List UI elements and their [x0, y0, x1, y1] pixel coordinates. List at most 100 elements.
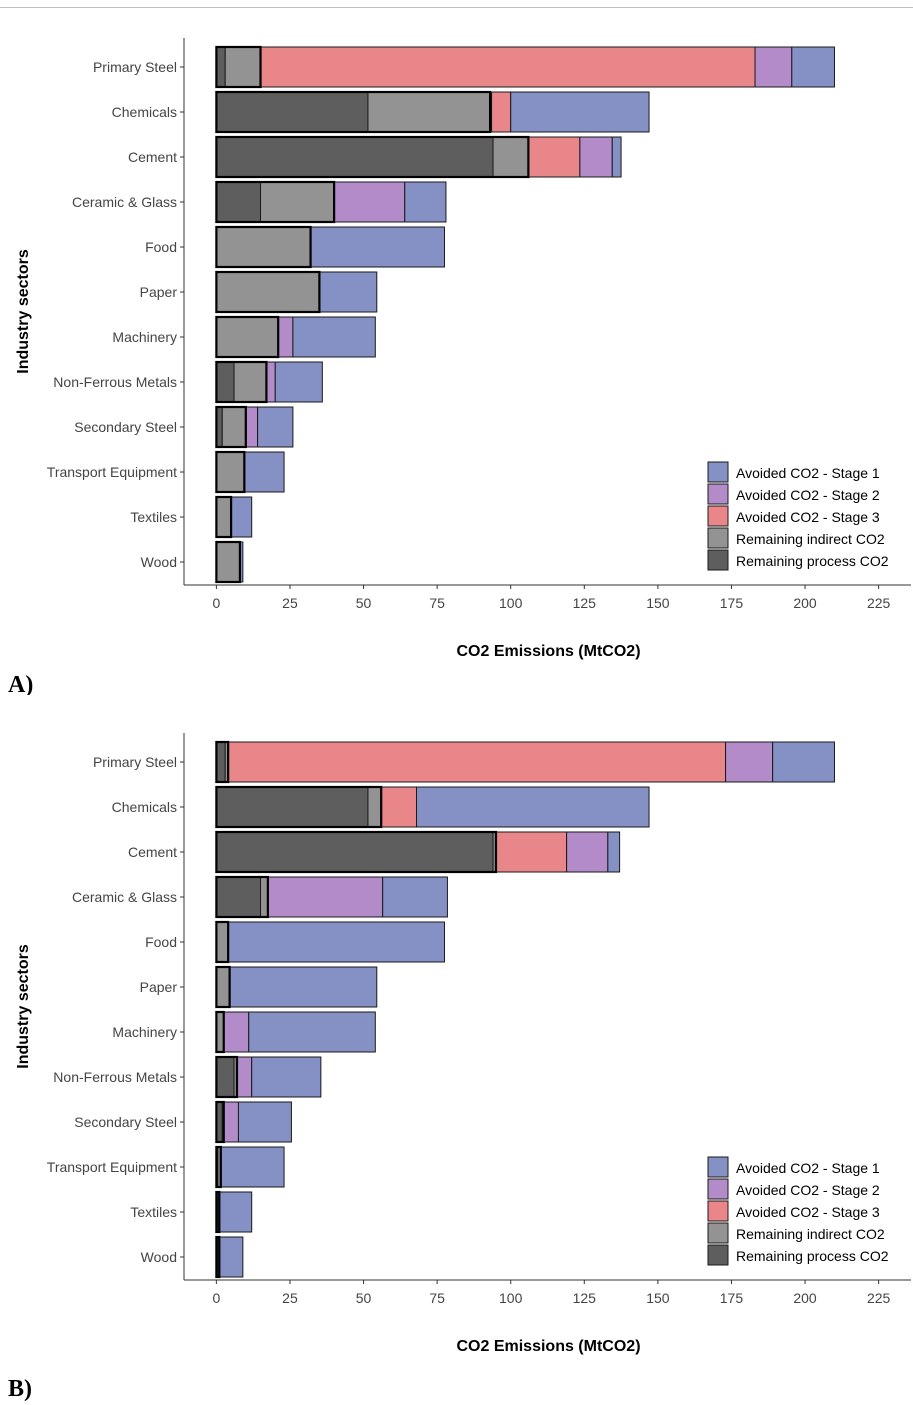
- bar-ceramic-and-glass-remaining-process-co2: [215, 876, 262, 918]
- bar-cement-avoided-co2-stage-1: [611, 136, 622, 178]
- bar-textiles-remaining-indirect-co2: [215, 496, 232, 538]
- bar-secondary-steel-avoided-co2-stage-2: [245, 406, 259, 448]
- bar-ceramic-and-glass-remaining-process-co2: [215, 181, 262, 223]
- bar-outline-secondary-steel: [215, 1100, 225, 1144]
- chart-panel-a: Primary Steel Chemicals Cement Ceramic & Gl…: [8, 38, 911, 695]
- category-label-primary-steel: Primary Steel: [93, 59, 177, 75]
- legend-swatch-avoided-co2-stage-2: [707, 483, 729, 505]
- bar-primary-steel-remaining-process-co2: [215, 741, 226, 783]
- bar-chemicals-avoided-co2-stage-3: [491, 91, 512, 133]
- x-tick-label-200: 200: [793, 1290, 817, 1306]
- x-tick-label-150: 150: [646, 595, 670, 611]
- x-tick-label-225: 225: [867, 595, 891, 611]
- category-label-paper: Paper: [140, 979, 178, 995]
- bar-primary-steel-avoided-co2-stage-3: [227, 741, 727, 783]
- bar-paper-avoided-co2-stage-1: [229, 966, 378, 1008]
- x-tick-labels: 0 25 50 75 100 125 150 175 200 225: [212, 1280, 891, 1306]
- x-tick-label-0: 0: [212, 1290, 220, 1306]
- x-tick-label-25: 25: [282, 595, 298, 611]
- legend-label-remaining-indirect-co2: Remaining indirect CO2: [736, 1226, 885, 1242]
- bar-secondary-steel-remaining-indirect-co2: [221, 406, 247, 448]
- axes-group: [183, 733, 911, 1281]
- bar-outline-primary-steel: [215, 45, 262, 89]
- bar-paper-avoided-co2-stage-1: [318, 271, 378, 313]
- bar-ceramic-and-glass-remaining-indirect-co2: [260, 876, 269, 918]
- legend-swatch-avoided-co2-stage-3: [707, 1200, 729, 1222]
- legend-swatch-avoided-co2-stage-1: [707, 461, 729, 483]
- legend-swatch-remaining-process-co2: [707, 549, 729, 571]
- bar-outline-wood: [215, 1235, 221, 1279]
- bar-primary-steel-remaining-indirect-co2: [224, 46, 262, 88]
- bar-cement-avoided-co2-stage-2: [566, 831, 609, 873]
- bar-machinery-remaining-indirect-co2: [215, 316, 279, 358]
- bar-non-ferrous-metals-remaining-process-co2: [215, 1056, 235, 1098]
- bar-non-ferrous-metals-avoided-co2-stage-1: [251, 1056, 322, 1098]
- category-label-non-ferrous-metals: Non-Ferrous Metals: [53, 1069, 177, 1085]
- x-tick-label-50: 50: [356, 595, 372, 611]
- bar-outline-primary-steel: [215, 740, 230, 784]
- bar-paper-remaining-indirect-co2: [215, 271, 320, 313]
- legend-label-avoided-co2-stage-2: Avoided CO2 - Stage 2: [736, 1182, 880, 1198]
- legend-label-avoided-co2-stage-3: Avoided CO2 - Stage 3: [736, 1204, 880, 1220]
- legend: Avoided CO2 - Stage 1 Avoided CO2 - Stage…: [707, 461, 889, 571]
- x-tick-label-100: 100: [499, 595, 523, 611]
- bar-chemicals-avoided-co2-stage-3: [380, 786, 418, 828]
- bar-paper-remaining-indirect-co2: [215, 966, 231, 1008]
- bar-secondary-steel-avoided-co2-stage-2: [223, 1101, 239, 1143]
- bar-outline-wood: [215, 540, 242, 584]
- bar-outline-non-ferrous-metals: [215, 1055, 239, 1099]
- bar-ceramic-and-glass-avoided-co2-stage-2: [267, 876, 384, 918]
- bar-machinery-remaining-indirect-co2: [215, 1011, 225, 1053]
- bar-food-remaining-indirect-co2: [215, 226, 312, 268]
- bar-food-avoided-co2-stage-1: [310, 226, 445, 268]
- x-axis-title: CO2 Emissions (MtCO2): [456, 643, 640, 660]
- category-label-transport-equipment: Transport Equipment: [47, 464, 177, 480]
- bar-secondary-steel-avoided-co2-stage-1: [237, 1101, 292, 1143]
- category-label-ceramic-and-glass: Ceramic & Glass: [72, 194, 177, 210]
- bar-primary-steel-remaining-process-co2: [215, 46, 226, 88]
- bar-outline-transport-equipment: [215, 450, 246, 494]
- legend-label-remaining-indirect-co2: Remaining indirect CO2: [736, 531, 885, 547]
- bar-outline-chemicals: [215, 785, 383, 829]
- bar-cement-avoided-co2-stage-2: [579, 136, 613, 178]
- category-label-primary-steel: Primary Steel: [93, 754, 177, 770]
- legend-swatch-remaining-indirect-co2: [707, 527, 729, 549]
- x-tick-labels: 0 25 50 75 100 125 150 175 200 225: [212, 585, 891, 611]
- bar-ceramic-and-glass-avoided-co2-stage-2: [333, 181, 406, 223]
- bars-group: [215, 740, 835, 1279]
- bar-ceramic-and-glass-remaining-indirect-co2: [260, 181, 335, 223]
- bar-outline-transport-equipment: [215, 1145, 222, 1189]
- bar-ceramic-and-glass-avoided-co2-stage-1: [382, 876, 448, 918]
- legend-swatch-avoided-co2-stage-2: [707, 1178, 729, 1200]
- bar-chemicals-remaining-indirect-co2: [367, 786, 382, 828]
- legend-label-avoided-co2-stage-1: Avoided CO2 - Stage 1: [736, 465, 880, 481]
- category-label-wood: Wood: [141, 554, 177, 570]
- category-label-cement: Cement: [128, 844, 177, 860]
- legend-swatch-avoided-co2-stage-1: [707, 1156, 729, 1178]
- bar-outline-machinery: [215, 1010, 225, 1054]
- category-label-cement: Cement: [128, 149, 177, 165]
- bar-machinery-avoided-co2-stage-1: [248, 1011, 376, 1053]
- bar-outline-paper: [215, 965, 231, 1009]
- x-tick-label-175: 175: [720, 1290, 744, 1306]
- category-label-transport-equipment: Transport Equipment: [47, 1159, 177, 1175]
- legend-label-avoided-co2-stage-3: Avoided CO2 - Stage 3: [736, 509, 880, 525]
- bar-textiles-avoided-co2-stage-1: [218, 1191, 253, 1233]
- bar-outline-ceramic-and-glass: [215, 875, 269, 919]
- category-label-textiles: Textiles: [130, 1204, 177, 1220]
- bar-chemicals-avoided-co2-stage-1: [416, 786, 650, 828]
- bar-non-ferrous-metals-remaining-process-co2: [215, 361, 235, 403]
- bar-outline-cement: [215, 830, 498, 874]
- legend-label-avoided-co2-stage-1: Avoided CO2 - Stage 1: [736, 1160, 880, 1176]
- legend-label-remaining-process-co2: Remaining process CO2: [736, 1248, 889, 1264]
- x-tick-label-175: 175: [720, 595, 744, 611]
- bar-wood-remaining-indirect-co2: [215, 541, 241, 583]
- category-label-textiles: Textiles: [130, 509, 177, 525]
- bar-cement-avoided-co2-stage-3: [527, 136, 581, 178]
- x-tick-label-225: 225: [867, 1290, 891, 1306]
- chart-panel-b: Primary Steel Chemicals Cement Ceramic & Gl…: [8, 733, 911, 1402]
- legend-swatch-avoided-co2-stage-3: [707, 505, 729, 527]
- bar-outline-ceramic-and-glass: [215, 180, 336, 224]
- y-axis-title: Industry sectors: [15, 944, 32, 1069]
- category-label-chemicals: Chemicals: [112, 799, 177, 815]
